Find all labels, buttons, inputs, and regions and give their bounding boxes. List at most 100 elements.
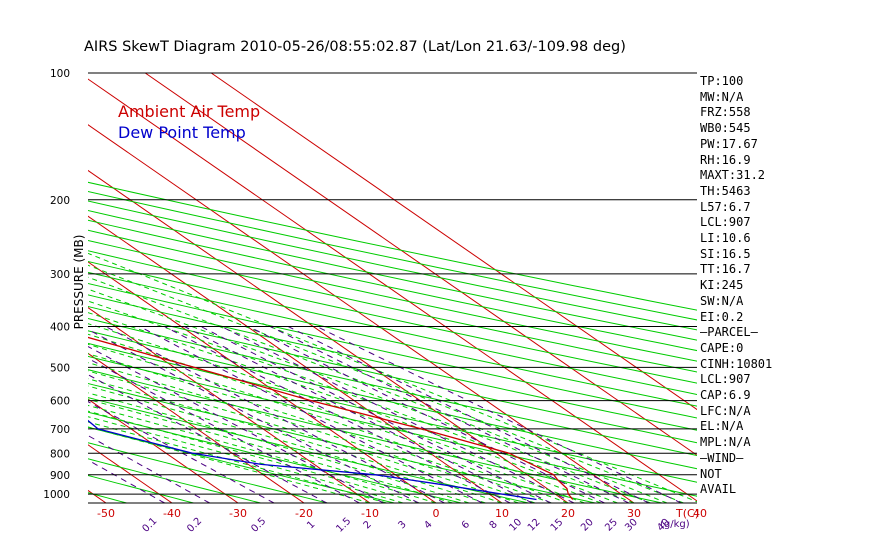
dry-adiabat-line <box>88 181 697 311</box>
y-tick-label: 900 <box>50 470 70 482</box>
mixing-ratio-tick: 10 <box>507 517 524 534</box>
mixing-ratio-tick: 3 <box>396 519 408 531</box>
moist-adiabat-line <box>88 378 503 503</box>
mixing-ratio-tick: 0.5 <box>249 516 268 535</box>
y-tick-label: 1000 <box>43 489 70 501</box>
dry-adiabat-line <box>88 306 697 444</box>
mixing-ratio-tick: 2 <box>362 519 374 531</box>
legend-ambient: Ambient Air Temp <box>118 102 260 121</box>
dry-adiabat-line <box>88 442 328 503</box>
mixing-ratio-line <box>287 326 650 503</box>
bottom-temp-tick: 0 <box>433 507 440 520</box>
y-tick-label: 800 <box>50 448 70 460</box>
moist-adiabat-line <box>88 300 635 503</box>
isotherm-line <box>88 215 503 503</box>
isotherm-line <box>88 261 437 503</box>
moist-adiabat-line <box>88 404 437 503</box>
stat-line: EL:N/A <box>700 419 744 434</box>
mixing-ratio-line <box>88 357 360 503</box>
bottom-temp-tick: 20 <box>561 507 575 520</box>
stat-line: MPL:N/A <box>700 435 751 450</box>
y-tick-label: 200 <box>50 195 70 207</box>
stat-line: FRZ:558 <box>700 105 751 120</box>
dry-adiabat-line <box>88 271 697 407</box>
bottom-temp-tick: 30 <box>627 507 641 520</box>
stat-line: —PARCEL— <box>700 325 758 340</box>
mixing-ratio-line <box>105 326 445 503</box>
isotherm-line <box>210 73 697 411</box>
stat-line: KI:245 <box>700 278 744 293</box>
mixing-ratio-line <box>139 326 483 503</box>
mixing-ratio-tick: 4 <box>422 519 434 531</box>
stat-line: TT:16.7 <box>700 262 751 277</box>
mixing-ratio-line <box>316 326 682 503</box>
y-tick-label: 700 <box>50 424 70 436</box>
mixing-ratio-tick: 0.2 <box>185 516 204 535</box>
y-tick-label: 300 <box>50 269 70 281</box>
mixing-ratio-line <box>270 326 630 503</box>
bottom-temp-tick: -50 <box>97 507 115 520</box>
dry-adiabat-line <box>88 318 697 457</box>
stat-line: TP:100 <box>700 74 744 88</box>
bottom-temp-tick: 40 <box>693 507 707 520</box>
isotherm-line <box>0 73 40 503</box>
mixing-ratio-line <box>184 326 533 503</box>
dry-adiabat-line <box>88 411 462 503</box>
stat-line: LFC:N/A <box>700 403 751 418</box>
isotherm-line <box>88 352 305 503</box>
isotherm-line <box>88 78 697 502</box>
bottom-temp-tick: -30 <box>229 507 247 520</box>
dry-adiabat-line <box>88 209 697 341</box>
dry-adiabat-line <box>88 282 697 419</box>
moist-adiabat-line <box>88 410 420 503</box>
stat-line: AVAIL <box>700 482 737 497</box>
mixing-ratio-line <box>88 328 419 503</box>
stat-line: PW:17.67 <box>700 136 758 151</box>
moist-adiabat-line <box>88 288 651 503</box>
stat-line: SI:16.5 <box>700 246 751 261</box>
y-tick-label: 600 <box>50 396 70 408</box>
mixing-ratio-tick: 1.5 <box>334 516 353 535</box>
stat-line: LCL:907 <box>700 372 751 387</box>
isotherm-line <box>88 307 371 503</box>
dry-adiabat-line <box>88 294 697 431</box>
mixing-ratio-tick: 8 <box>488 519 500 531</box>
moist-adiabat-line <box>88 370 519 503</box>
dry-adiabat-line <box>88 382 596 503</box>
dry-adiabat-line <box>88 342 697 483</box>
dewpoint-temp-line <box>88 419 537 501</box>
mixing-ratio-line <box>164 326 511 503</box>
stat-line: WB0:545 <box>700 121 751 136</box>
moist-adiabat-line <box>88 333 585 503</box>
stat-line: MW:N/A <box>700 89 744 104</box>
bottom-temp-tick: 10 <box>495 507 509 520</box>
dry-adiabat-line <box>88 200 697 331</box>
stat-line: LI:10.6 <box>700 231 751 245</box>
stat-line: CAPE:0 <box>700 340 744 355</box>
mixing-ratio-line <box>88 345 384 503</box>
dry-adiabat-line <box>0 73 60 503</box>
dry-adiabat-line <box>88 219 697 352</box>
dry-adiabat-line <box>88 426 395 503</box>
mixing-ratio-tick: 12 <box>526 517 543 534</box>
stat-line: LCL:907 <box>700 215 751 230</box>
mixing-ratio-tick: 25 <box>603 517 620 534</box>
y-tick-label: 100 <box>50 68 70 80</box>
y-tick-label: 500 <box>50 362 70 374</box>
stat-line: MAXT:31.2 <box>700 168 766 183</box>
mixing-ratio-tick: 0.1 <box>140 516 159 535</box>
mixing-ratio-tick: 6 <box>460 519 472 531</box>
stat-line: CAP:6.9 <box>700 388 751 402</box>
moist-adiabat-line <box>88 312 618 503</box>
mixing-ratio-line <box>248 326 605 503</box>
stat-line: TH:5463 <box>700 183 751 198</box>
moist-adiabat-line <box>88 385 486 503</box>
mixing-ratio-line <box>88 374 328 503</box>
moist-adiabat-line <box>88 398 453 503</box>
mixing-ratio-tick: 1 <box>305 519 317 531</box>
dry-adiabat-line <box>88 330 697 470</box>
dry-adiabat-line <box>88 355 697 497</box>
isotherm-line <box>88 489 107 503</box>
moist-adiabat-line <box>88 252 697 503</box>
